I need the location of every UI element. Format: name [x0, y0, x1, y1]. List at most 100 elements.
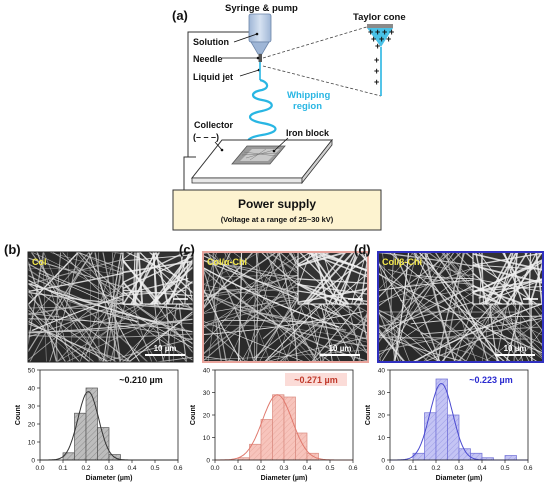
svg-text:+: + — [386, 34, 391, 44]
histogram-bar — [74, 412, 87, 461]
x-tick-label: 0.2 — [256, 465, 265, 472]
histograms: 0.0 0.1 0.2 0.3 0.4 0.5 0.6 0 10 20 30 40 50 Diameter… — [15, 367, 533, 482]
iron-block-label: Iron block — [286, 128, 330, 138]
svg-text:+: + — [374, 55, 379, 65]
histogram: 0.0 0.1 0.2 0.3 0.4 0.5 0.6 0 10 20 30 40 Diameter (… — [190, 367, 358, 482]
taylor-cone-cap — [367, 24, 393, 28]
x-tick-label: 0.3 — [279, 465, 288, 472]
svg-text:+: + — [375, 41, 380, 51]
x-tick-label: 0.5 — [500, 465, 509, 472]
y-tick-label: 10 — [28, 439, 36, 446]
sample-label: Col — [32, 257, 47, 267]
taylor-cone-label: Taylor cone — [353, 12, 406, 23]
histogram-bar — [97, 427, 110, 461]
iron-block-fibers — [241, 148, 279, 161]
x-tick-label: 0.6 — [523, 465, 532, 472]
y-tick-label: 10 — [378, 435, 386, 442]
x-tick-label: 0.0 — [35, 465, 44, 472]
panel-label: (b) — [4, 242, 21, 257]
x-tick-label: 0.4 — [477, 465, 486, 472]
svg-text:+: + — [368, 27, 373, 37]
scale-bar-label: 10 µm — [504, 344, 527, 353]
needle-label: Needle — [193, 54, 223, 64]
sample-label: Col/α-Chi — [207, 257, 247, 267]
needle-icon — [258, 54, 262, 62]
y-tick-label: 0 — [381, 457, 385, 464]
syringe-body — [248, 13, 272, 43]
y-tick-label: 40 — [203, 367, 211, 374]
histogram-bar — [447, 414, 460, 461]
syringe-tip — [250, 41, 270, 55]
power-supply-title: Power supply — [238, 197, 316, 211]
x-tick-label: 0.2 — [431, 465, 440, 472]
x-tick-label: 0.0 — [210, 465, 219, 472]
scale-bar-label: 10 µm — [154, 344, 177, 353]
iron-block-pointer — [273, 137, 289, 152]
y-tick-label: 30 — [203, 390, 211, 397]
collector-pointer — [214, 141, 223, 151]
x-tick-label: 0.2 — [81, 465, 90, 472]
svg-text:+: + — [371, 34, 376, 44]
sem-frame — [377, 251, 544, 363]
svg-text:+: + — [375, 27, 380, 37]
zoom-line-bottom — [262, 65, 382, 97]
panel-label-a: (a) — [172, 8, 188, 23]
svg-text:+: + — [379, 34, 384, 44]
histogram-bar — [260, 419, 273, 461]
y-axis-label: Count — [365, 404, 372, 425]
syringe-label: Syringe & pump — [225, 3, 298, 14]
whipping-label-line: region — [293, 101, 322, 112]
svg-text:+: + — [382, 27, 387, 37]
y-axis-label: Count — [190, 404, 197, 425]
power-supply-box — [172, 189, 382, 231]
svg-text:+: + — [374, 77, 379, 87]
fit-curve — [40, 391, 178, 461]
y-tick-label: 0 — [206, 457, 210, 464]
liquid-jet-label: Liquid jet — [193, 72, 233, 82]
x-axis-label: Diameter (µm) — [261, 475, 308, 482]
y-tick-label: 10 — [203, 435, 211, 442]
histogram: 0.0 0.1 0.2 0.3 0.4 0.5 0.6 0 10 20 30 40 50 Diameter… — [15, 367, 183, 482]
y-tick-label: 20 — [378, 412, 386, 419]
y-tick-label: 20 — [28, 421, 36, 428]
svg-text:+: + — [374, 66, 379, 76]
panel-label: (d) — [354, 242, 371, 257]
sem-panel: (c) Col/α-Chi 10 µm — [179, 242, 369, 363]
x-tick-label: 0.1 — [408, 465, 417, 472]
x-tick-label: 0.3 — [454, 465, 463, 472]
x-tick-label: 0.1 — [233, 465, 242, 472]
sem-frame — [202, 251, 369, 363]
y-tick-label: 30 — [378, 390, 386, 397]
mean-diameter-label: ~0.271 µm — [294, 375, 337, 385]
collector-sign: (– – –) — [193, 132, 219, 142]
x-tick-label: 0.4 — [302, 465, 311, 472]
scale-bar-label: 10 µm — [329, 344, 352, 353]
histogram-bar — [504, 455, 517, 461]
sem-panel: (b) Col 10 µm — [4, 242, 194, 363]
mean-label-box — [285, 373, 347, 386]
histogram-bar — [272, 394, 285, 461]
y-tick-label: 0 — [31, 457, 35, 464]
sem-panels: (b) Col 10 µm (c) Col/α-Chi 10 µm (d) Col/β-Chi… — [4, 242, 544, 363]
histogram-bar — [283, 396, 296, 461]
panel-label: (c) — [179, 242, 195, 257]
histogram-bar — [62, 452, 75, 461]
histogram-bar — [424, 412, 437, 461]
sample-label: Col/β-Chi — [382, 257, 422, 267]
whipping-label: Whipping region — [287, 90, 330, 112]
whipping-spiral — [247, 78, 277, 148]
liquid-jet-pointer — [239, 69, 260, 77]
x-tick-label: 0.4 — [127, 465, 136, 472]
whipping-label-line: Whipping — [287, 90, 330, 101]
histogram: 0.0 0.1 0.2 0.3 0.4 0.5 0.6 0 10 20 30 40 Diameter (… — [365, 367, 533, 482]
y-tick-label: 20 — [203, 412, 211, 419]
histogram-bar — [295, 432, 308, 461]
y-tick-label: 30 — [28, 403, 36, 410]
power-supply-subtitle: (Voltage at a range of 25~30 kV) — [221, 215, 334, 224]
mean-diameter-label: ~0.210 µm — [119, 375, 162, 385]
mean-diameter-label: ~0.223 µm — [469, 375, 512, 385]
x-axis-label: Diameter (µm) — [86, 475, 133, 482]
zoom-line-top — [262, 25, 371, 59]
x-tick-label: 0.1 — [58, 465, 67, 472]
y-axis-label: Count — [15, 404, 22, 425]
